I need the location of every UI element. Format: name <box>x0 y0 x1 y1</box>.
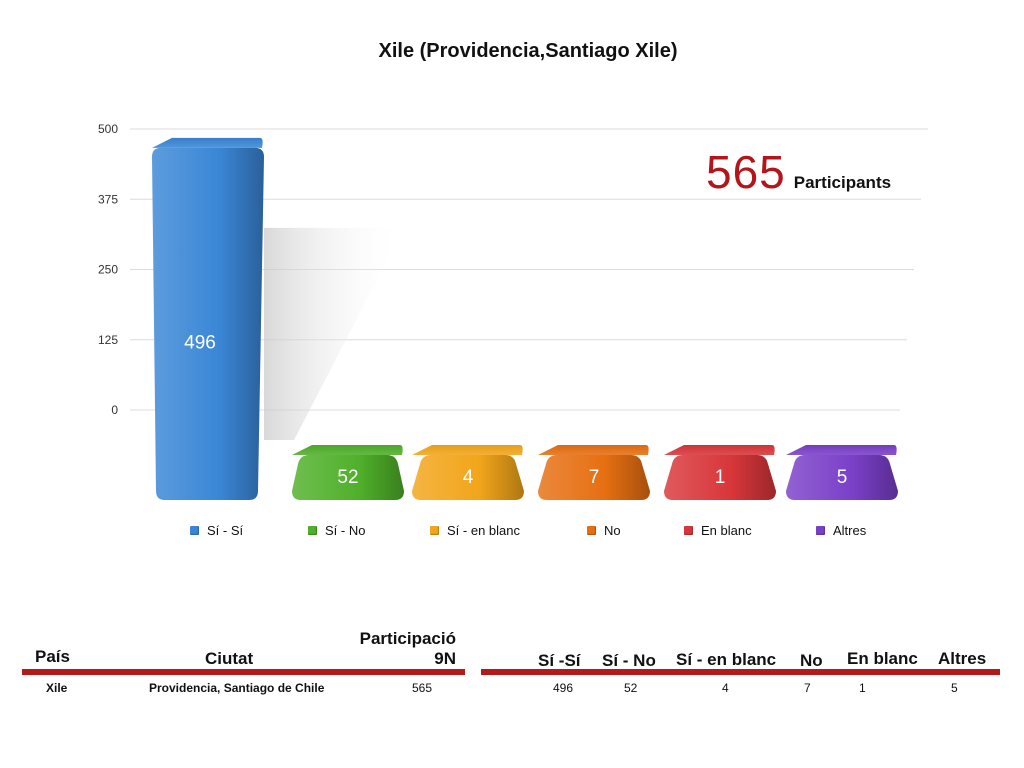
table-rule-right <box>481 669 1000 675</box>
header-no: No <box>800 651 823 670</box>
bar-top-face <box>152 137 263 148</box>
participants-label: Participants <box>793 173 892 192</box>
bar-front-face <box>538 455 650 500</box>
legend-item: Sí - No <box>308 523 365 538</box>
bar-front-face <box>786 455 898 500</box>
data-label: 496 <box>184 333 216 354</box>
y-tick-label: 375 <box>98 192 118 206</box>
bar-top-face <box>664 445 775 455</box>
legend-label: Altres <box>833 523 867 538</box>
legend-label: No <box>604 523 621 538</box>
y-tick-label: 125 <box>98 333 118 347</box>
y-tick-label: 500 <box>98 122 118 136</box>
bar-top-face <box>412 445 523 455</box>
data-label: 52 <box>337 467 358 488</box>
y-tick-label: 0 <box>111 403 118 417</box>
cell-participacio: 565 <box>412 681 433 695</box>
legend-swatch <box>308 526 317 535</box>
chart-title: Xile (Providencia,Santiago Xile) <box>378 40 678 62</box>
bar <box>412 445 524 500</box>
bar <box>292 445 404 500</box>
data-label: 7 <box>589 467 600 488</box>
header-participacio-line1: Participació <box>359 629 456 648</box>
bar-shadow <box>264 227 404 440</box>
legend-item: No <box>587 523 621 538</box>
legend-item: Sí - Sí <box>190 523 243 538</box>
header-participacio: Participació 9N <box>350 629 456 669</box>
bar-front-face <box>152 147 264 500</box>
header-en-blanc: En blanc <box>847 649 918 668</box>
cell-altres: 5 <box>951 681 958 695</box>
bar <box>152 137 264 500</box>
bar <box>664 445 776 500</box>
legend-swatch <box>684 526 693 535</box>
bar <box>786 445 898 500</box>
header-si-si: Sí -Sí <box>538 651 581 670</box>
bar-front-face <box>664 455 776 500</box>
participants-annotation: 565 Participants <box>706 145 891 199</box>
legend-label: Sí - No <box>325 523 366 538</box>
legend-swatch <box>430 526 439 535</box>
cell-en-blanc: 1 <box>859 681 866 695</box>
bar-front-face <box>292 455 404 500</box>
bar-front-face <box>412 455 524 500</box>
bar-top-face <box>786 445 897 455</box>
cell-ciutat: Providencia, Santiago de Chile <box>149 681 325 695</box>
legend-swatch <box>816 526 825 535</box>
y-tick-label: 250 <box>98 263 118 277</box>
cell-pais: Xile <box>46 681 68 695</box>
cell-no: 7 <box>804 681 811 695</box>
participants-count: 565 <box>706 146 786 198</box>
legend-label: Sí - en blanc <box>447 523 520 538</box>
bar-top-face <box>538 445 649 455</box>
legend-item: En blanc <box>684 523 752 538</box>
bar-top-face <box>292 445 403 455</box>
header-pais: País <box>35 647 70 666</box>
data-label: 1 <box>715 467 726 488</box>
data-label: 4 <box>463 467 474 488</box>
legend-item: Sí - en blanc <box>430 523 520 538</box>
table-rule-left <box>22 669 465 675</box>
header-si-en-blanc: Sí - en blanc <box>676 650 777 669</box>
header-altres: Altres <box>938 649 987 668</box>
bar <box>538 445 650 500</box>
cell-si-en-blanc: 4 <box>722 681 729 695</box>
cell-si-si: 496 <box>553 681 574 695</box>
legend-label: Sí - Sí <box>207 523 244 538</box>
cell-si-no: 52 <box>624 681 638 695</box>
legend-swatch <box>587 526 596 535</box>
header-participacio-line2: 9N <box>434 649 456 668</box>
legend-item: Altres <box>816 523 866 538</box>
legend-swatch <box>190 526 199 535</box>
data-label: 5 <box>837 467 848 488</box>
header-si-no: Sí - No <box>602 651 656 670</box>
header-ciutat: Ciutat <box>205 649 254 668</box>
legend-label: En blanc <box>701 523 752 538</box>
